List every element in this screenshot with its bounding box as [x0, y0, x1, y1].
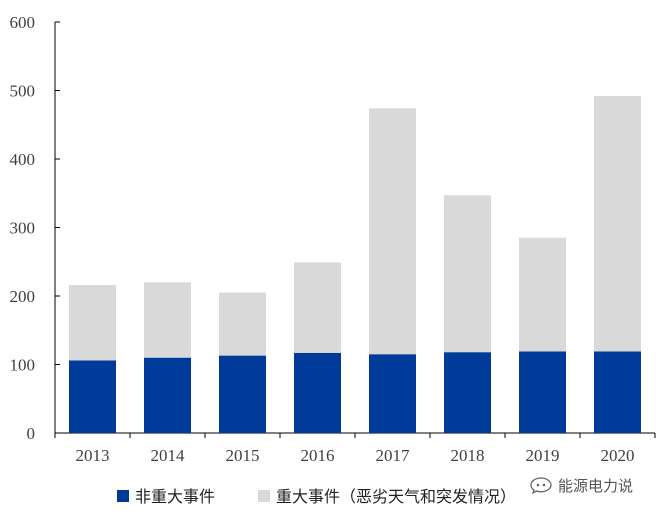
legend-swatch [117, 490, 129, 502]
bar-major-2014 [144, 282, 191, 358]
y-tick-label: 300 [10, 219, 36, 238]
bar-non-major-2017 [369, 354, 416, 433]
bar-non-major-2016 [294, 352, 341, 433]
bar-non-major-2013 [69, 360, 116, 433]
bar-non-major-2014 [144, 357, 191, 433]
x-tick-label: 2019 [526, 446, 560, 465]
x-tick-label: 2013 [76, 446, 110, 465]
bar-major-2019 [519, 237, 566, 352]
y-tick-label: 600 [10, 13, 36, 32]
bar-major-2016 [294, 262, 341, 353]
bar-major-2020 [594, 95, 641, 352]
y-tick-label: 100 [10, 356, 36, 375]
bar-non-major-2019 [519, 351, 566, 433]
x-tick-label: 2020 [601, 446, 635, 465]
x-tick-label: 2018 [451, 446, 485, 465]
wechat-official-account-icon [530, 477, 552, 494]
bars [69, 95, 641, 433]
bar-major-2018 [444, 195, 491, 353]
legend-swatch [258, 490, 270, 502]
y-tick-label: 400 [10, 150, 36, 169]
legend-label: 非重大事件 [135, 487, 215, 506]
y-tick-label: 200 [10, 287, 36, 306]
watermark-text: 能源电力说 [558, 476, 634, 495]
y-tick-label: 500 [10, 82, 36, 101]
x-tick-label: 2015 [226, 446, 260, 465]
y-axis: 0 100 200 300 400 500 600 [10, 13, 60, 443]
bar-major-2015 [219, 292, 266, 356]
x-tick-label: 2017 [376, 446, 411, 465]
bar-non-major-2015 [219, 355, 266, 433]
legend: 非重大事件 重大事件（恶劣天气和突发情况） [117, 487, 516, 506]
bar-non-major-2020 [594, 351, 641, 433]
x-tick-label: 2016 [301, 446, 335, 465]
bar-major-2017 [369, 108, 416, 355]
x-tick-label: 2014 [151, 446, 186, 465]
y-tick-label: 0 [27, 424, 36, 443]
x-axis: 2013 2014 2015 2016 2017 2018 2019 2020 [54, 432, 656, 465]
bar-major-2013 [69, 285, 116, 361]
legend-label: 重大事件（恶劣天气和突发情况） [276, 487, 516, 506]
watermark: 能源电力说 [530, 473, 633, 497]
bar-non-major-2018 [444, 352, 491, 433]
